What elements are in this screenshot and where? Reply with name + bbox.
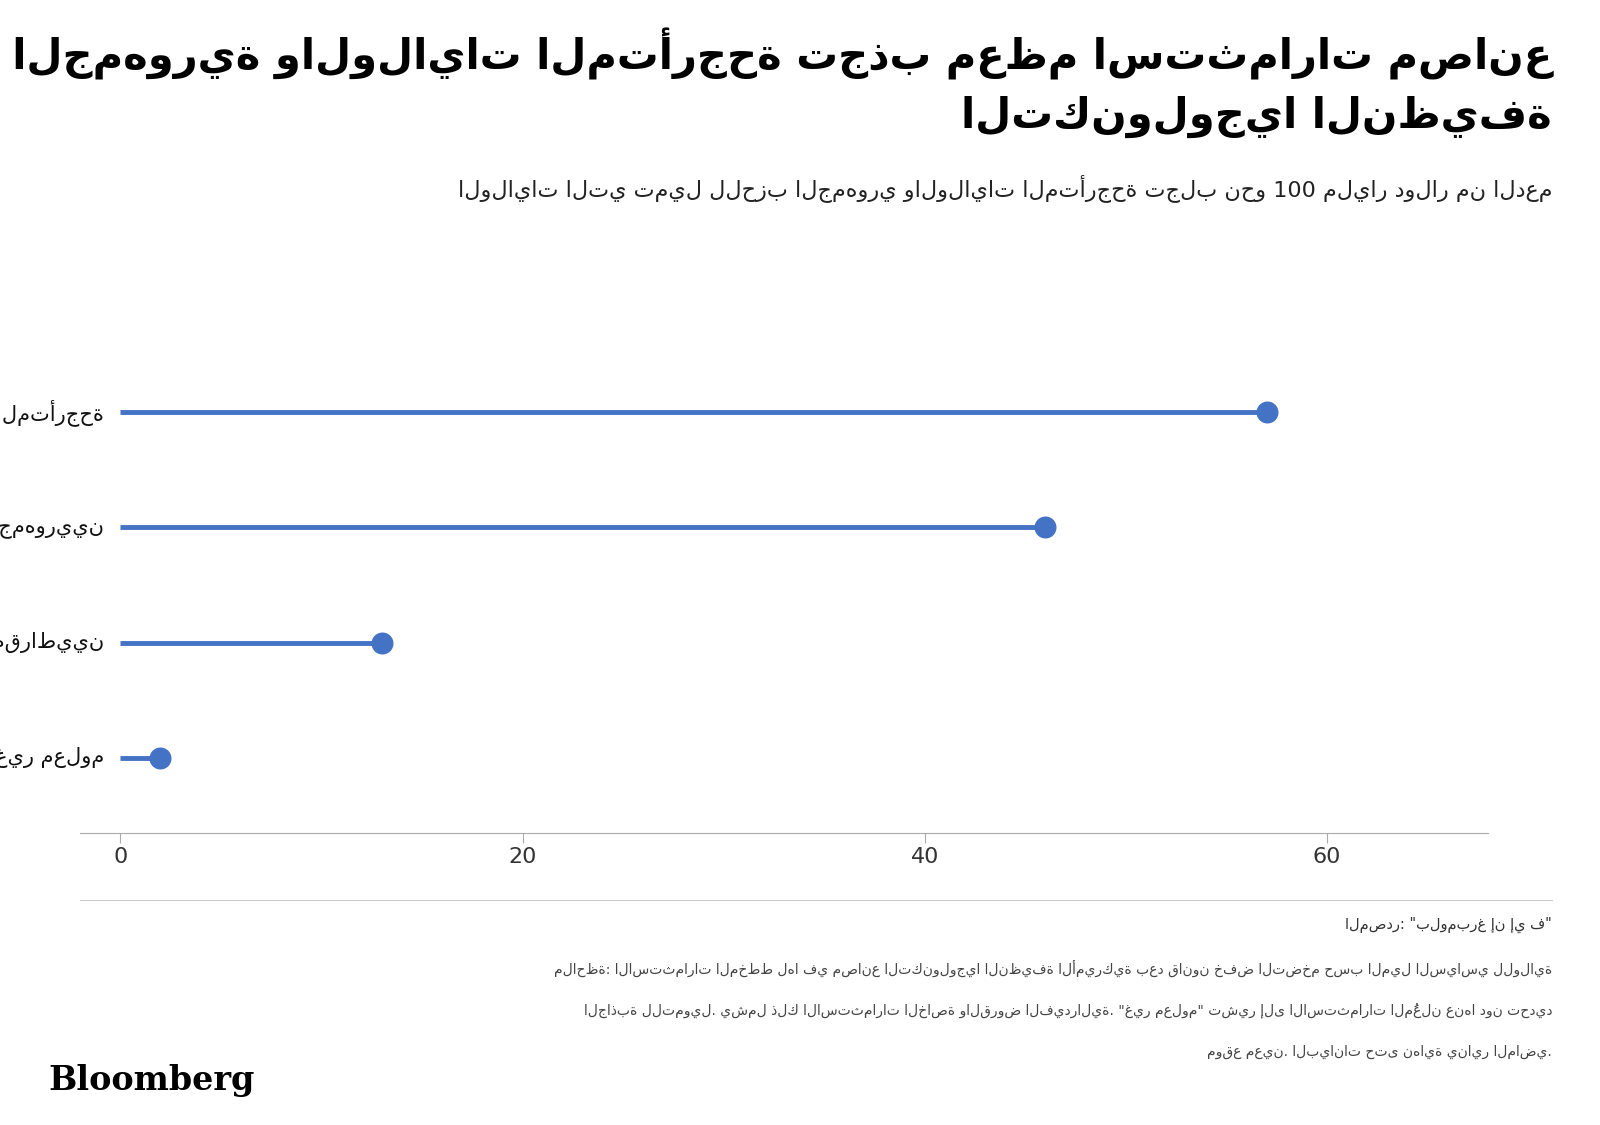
- Text: المصدر: "بلومبرغ إن إي ف": المصدر: "بلومبرغ إن إي ف": [1346, 917, 1552, 933]
- Point: [1032, 519, 1058, 537]
- Text: الولايات الجمهورية والولايات المتأرجحة تجذب معظم استثمارات مصانع: الولايات الجمهورية والولايات المتأرجحة ت…: [0, 28, 1552, 80]
- Text: موقع معين. البيانات حتى نهاية يناير الماضي.: موقع معين. البيانات حتى نهاية يناير الما…: [1208, 1045, 1552, 1060]
- Text: الجاذبة للتمويل. يشمل ذلك الاستثمارات الخاصة والقروض الفيدرالية. "غير معلوم" تشي: الجاذبة للتمويل. يشمل ذلك الاستثمارات ال…: [584, 1002, 1552, 1018]
- Text: الولايات التي تميل للديمقراطيين: الولايات التي تميل للديمقراطيين: [0, 632, 104, 652]
- Text: الولايات التي تميل للجمهوريين: الولايات التي تميل للجمهوريين: [0, 516, 104, 539]
- Text: Bloomberg: Bloomberg: [48, 1064, 254, 1097]
- Text: غير معلوم: غير معلوم: [0, 747, 104, 768]
- Text: التكنولوجيا النظيفة: التكنولوجيا النظيفة: [962, 96, 1552, 137]
- Point: [370, 633, 395, 651]
- Text: الولايات المتأرجحة: الولايات المتأرجحة: [0, 399, 104, 425]
- Text: الولايات التي تميل للحزب الجمهوري والولايات المتأرجحة تجلب نحو 100 مليار دولار م: الولايات التي تميل للحزب الجمهوري والولا…: [458, 174, 1552, 202]
- Point: [147, 748, 173, 766]
- Text: ملاحظة: الاستثمارات المخطط لها في مصانع التكنولوجيا النظيفة الأميركية بعد قانون : ملاحظة: الاستثمارات المخطط لها في مصانع …: [554, 960, 1552, 976]
- Point: [1254, 404, 1280, 422]
